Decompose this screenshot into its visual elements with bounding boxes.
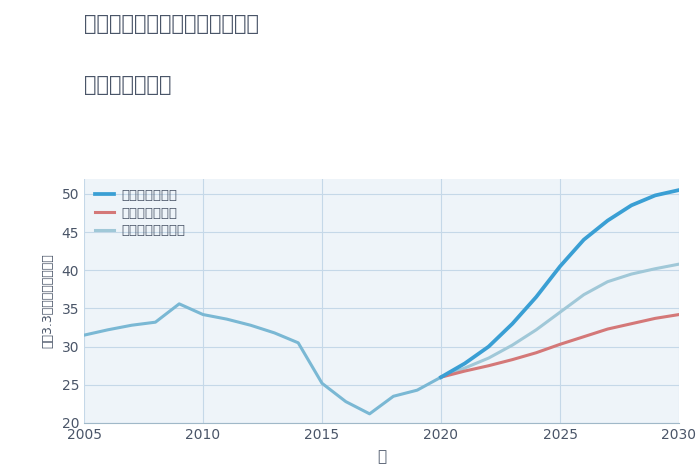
ノーマルシナリオ — [508, 342, 517, 348]
グッドシナリオ — [556, 264, 564, 269]
グッドシナリオ — [532, 294, 540, 300]
バッドシナリオ — [437, 374, 445, 380]
Text: 土地の価格推移: 土地の価格推移 — [84, 75, 172, 95]
バッドシナリオ — [508, 357, 517, 362]
グッドシナリオ — [675, 187, 683, 193]
Text: 兵庫県朝来市和田山町法興寺の: 兵庫県朝来市和田山町法興寺の — [84, 14, 259, 34]
ノーマルシナリオ — [651, 266, 659, 272]
バッドシナリオ — [461, 368, 469, 374]
グッドシナリオ — [651, 193, 659, 198]
バッドシナリオ — [627, 321, 636, 327]
ノーマルシナリオ — [461, 365, 469, 371]
ノーマルシナリオ — [532, 327, 540, 333]
ノーマルシナリオ — [603, 279, 612, 284]
バッドシナリオ — [532, 350, 540, 356]
グッドシナリオ — [437, 374, 445, 380]
X-axis label: 年: 年 — [377, 449, 386, 464]
ノーマルシナリオ — [675, 261, 683, 267]
グッドシナリオ — [461, 360, 469, 366]
ノーマルシナリオ — [627, 271, 636, 277]
ノーマルシナリオ — [556, 309, 564, 315]
グッドシナリオ — [603, 218, 612, 223]
グッドシナリオ — [508, 321, 517, 327]
グッドシナリオ — [580, 237, 588, 243]
Line: グッドシナリオ: グッドシナリオ — [441, 190, 679, 377]
グッドシナリオ — [484, 344, 493, 350]
Line: バッドシナリオ: バッドシナリオ — [441, 314, 679, 377]
Legend: グッドシナリオ, バッドシナリオ, ノーマルシナリオ: グッドシナリオ, バッドシナリオ, ノーマルシナリオ — [90, 185, 189, 242]
ノーマルシナリオ — [437, 374, 445, 380]
バッドシナリオ — [484, 363, 493, 368]
ノーマルシナリオ — [484, 355, 493, 361]
グッドシナリオ — [627, 203, 636, 208]
バッドシナリオ — [580, 334, 588, 339]
ノーマルシナリオ — [580, 292, 588, 298]
Y-axis label: 坪（3.3㎡）単価（万円）: 坪（3.3㎡）単価（万円） — [42, 253, 55, 348]
バッドシナリオ — [651, 315, 659, 321]
バッドシナリオ — [603, 326, 612, 332]
バッドシナリオ — [675, 312, 683, 317]
バッドシナリオ — [556, 342, 564, 347]
Line: ノーマルシナリオ: ノーマルシナリオ — [441, 264, 679, 377]
